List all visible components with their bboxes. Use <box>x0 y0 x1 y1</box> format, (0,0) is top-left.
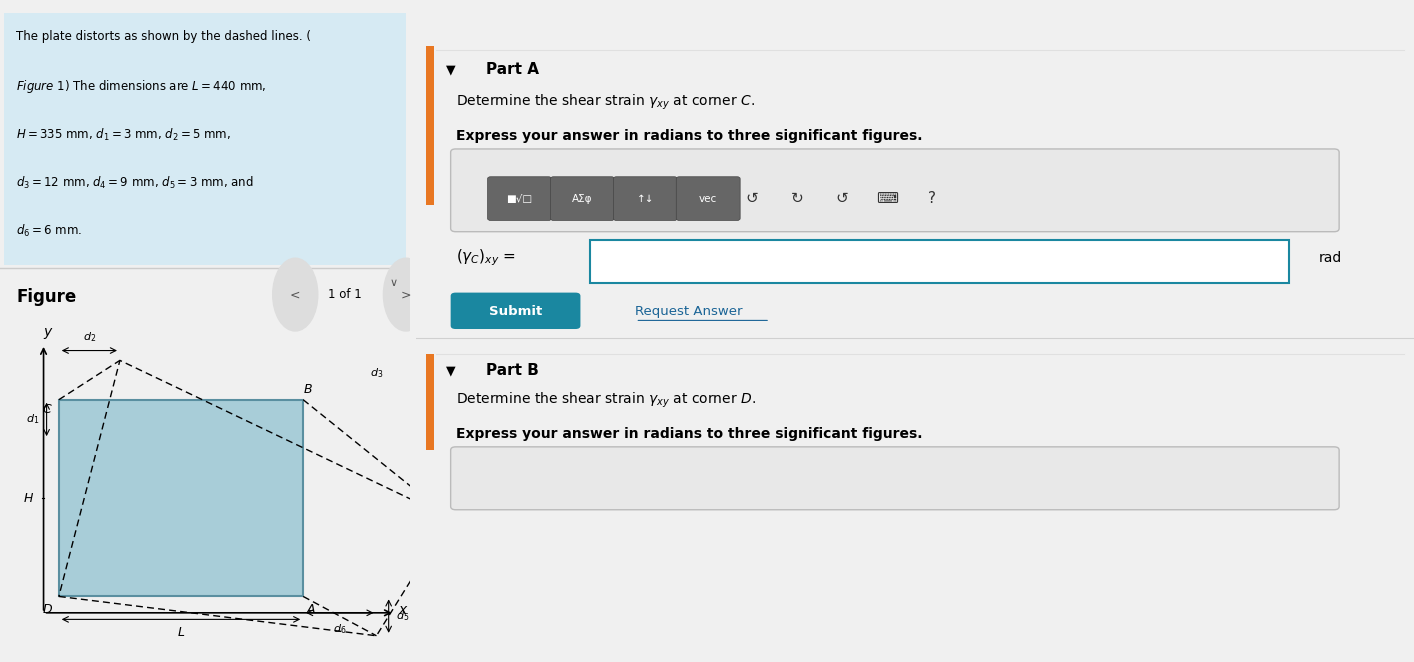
Text: ∨: ∨ <box>390 278 397 288</box>
Text: Submit: Submit <box>489 305 542 318</box>
Text: 1 of 1: 1 of 1 <box>328 288 362 301</box>
FancyBboxPatch shape <box>550 177 614 220</box>
Text: $d_2$: $d_2$ <box>83 330 96 344</box>
FancyBboxPatch shape <box>614 177 677 220</box>
Text: $\mathit{Figure\ 1}$) The dimensions are $L = 440$ mm,: $\mathit{Figure\ 1}$) The dimensions are… <box>17 78 267 95</box>
Text: Request Answer: Request Answer <box>635 305 742 318</box>
Text: $A$: $A$ <box>307 603 317 616</box>
Text: $d_1$: $d_1$ <box>25 412 40 426</box>
Text: $L$: $L$ <box>177 626 185 639</box>
Text: $H = 335$ mm, $d_1 = 3$ mm, $d_2 = 5$ mm,: $H = 335$ mm, $d_1 = 3$ mm, $d_2 = 5$ mm… <box>17 126 232 142</box>
FancyBboxPatch shape <box>676 177 740 220</box>
Text: ▼: ▼ <box>445 364 455 377</box>
Text: Express your answer in radians to three significant figures.: Express your answer in radians to three … <box>455 128 922 143</box>
Text: $d_3 = 12$ mm, $d_4 = 9$ mm, $d_5 = 3$ mm, and: $d_3 = 12$ mm, $d_4 = 9$ mm, $d_5 = 3$ m… <box>17 175 255 191</box>
Text: ↑↓: ↑↓ <box>636 193 655 204</box>
Text: $y$: $y$ <box>42 326 54 341</box>
Text: rad: rad <box>1319 251 1342 265</box>
Text: Determine the shear strain $\gamma_{xy}$ at corner $C$.: Determine the shear strain $\gamma_{xy}$… <box>455 93 755 113</box>
Text: The plate distorts as shown by the dashed lines. (: The plate distorts as shown by the dashe… <box>17 30 311 43</box>
Text: $d_3$: $d_3$ <box>370 366 383 380</box>
Text: Part A: Part A <box>485 62 539 77</box>
Text: ↺: ↺ <box>745 191 758 206</box>
Text: $B$: $B$ <box>303 383 312 397</box>
Text: AΣφ: AΣφ <box>573 193 592 204</box>
Text: $x$: $x$ <box>397 602 409 616</box>
Polygon shape <box>59 400 303 596</box>
Text: $d_4$: $d_4$ <box>469 452 484 465</box>
Text: $d_6 = 6$ mm.: $d_6 = 6$ mm. <box>17 223 82 239</box>
Bar <box>426 46 434 205</box>
Text: ↻: ↻ <box>790 191 803 206</box>
FancyBboxPatch shape <box>488 177 551 220</box>
Text: $(\gamma_C)_{xy}$ =: $(\gamma_C)_{xy}$ = <box>455 248 516 269</box>
Bar <box>426 354 434 450</box>
Text: Figure: Figure <box>17 288 76 306</box>
Text: >: > <box>400 288 411 301</box>
Text: $d_5$: $d_5$ <box>396 609 410 623</box>
FancyBboxPatch shape <box>451 293 580 329</box>
Text: <: < <box>290 288 301 301</box>
FancyBboxPatch shape <box>4 13 406 265</box>
Text: Determine the shear strain $\gamma_{xy}$ at corner $D$.: Determine the shear strain $\gamma_{xy}$… <box>455 391 755 410</box>
Text: $C$: $C$ <box>42 403 52 416</box>
Text: vec: vec <box>699 193 717 204</box>
FancyBboxPatch shape <box>451 149 1339 232</box>
Text: $D$: $D$ <box>41 603 52 616</box>
Text: ?: ? <box>928 191 936 206</box>
Text: Express your answer in radians to three significant figures.: Express your answer in radians to three … <box>455 426 922 441</box>
Circle shape <box>383 258 428 331</box>
Text: $d_6$: $d_6$ <box>334 623 346 636</box>
Text: ⌨: ⌨ <box>875 191 898 206</box>
Circle shape <box>273 258 318 331</box>
FancyBboxPatch shape <box>451 447 1339 510</box>
Text: Part B: Part B <box>485 363 539 378</box>
Text: ■√□: ■√□ <box>506 193 533 204</box>
Text: $H$: $H$ <box>23 492 34 504</box>
FancyBboxPatch shape <box>591 240 1290 283</box>
Text: ▼: ▼ <box>445 63 455 76</box>
Text: ↺: ↺ <box>836 191 848 206</box>
